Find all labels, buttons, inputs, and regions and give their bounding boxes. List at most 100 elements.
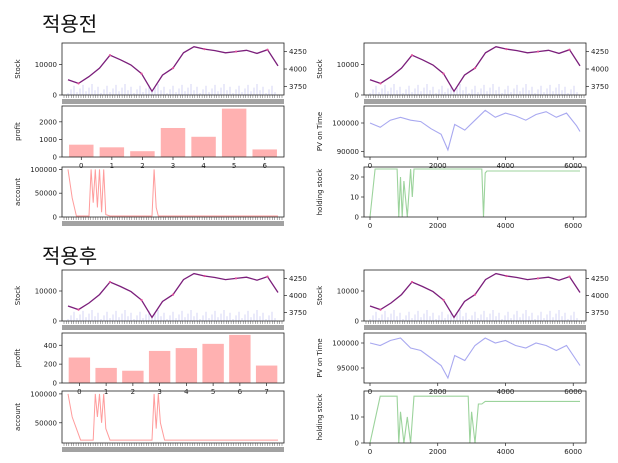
after-holding-xtick-label-1: 2000 [429,448,447,456]
after-profit-ytick-label-0: 0 [53,380,57,388]
after-account-dense-xtick-labels [62,447,284,452]
after-profit-xtick-label-5: 5 [211,388,215,396]
before-stock-left-y2tick-label-0: 3750 [289,83,307,91]
before-holding-ytick-label-1: 10 [350,194,359,202]
before-profit-bar-1 [99,147,125,157]
heading-after: 적용후 [42,244,98,268]
before-stock-right-y2tick-label-0: 3750 [591,83,609,91]
before-pv-xtick-label-2: 4000 [497,162,515,170]
after-holding-ytick-label-1: 10 [350,414,359,422]
before-profit-ylabel: profit [14,122,22,141]
after-stock-right-marker-13 [505,274,508,278]
after-stock-right-marker-19 [568,275,571,278]
before-profit-bar-5 [221,108,247,157]
before-account-ytick-label-1: 50000 [35,190,57,198]
before-stock-right-marker-7 [442,72,445,75]
before-stock-left-dense-xticks [63,95,283,98]
before-stock-right-marker-16 [536,50,540,53]
after-pv-axes-frame [363,332,587,384]
after-holding-line [369,395,580,444]
after-account-ytick-label-0: 50000 [35,419,57,427]
before-stock-left-y2tick-label-2: 4250 [289,48,307,56]
before-profit-xtick-label-6: 6 [262,162,267,170]
before-profit-ytick-label-1: 1000 [39,136,57,144]
after-stock-left-ytick-label-0: 0 [53,318,57,326]
after-account-ylabel: account [14,403,22,431]
before-account-dense-xtick-labels [62,221,284,226]
after-stock-left-marker-4 [108,280,112,284]
after-stock-right-ylabel: Stock [316,285,324,305]
after-holding-xtick-label-3: 6000 [564,448,582,456]
before-holding-xtick-label-3: 6000 [564,222,582,230]
after-profit-bar-6 [229,334,251,383]
after-pv-xtick-label-2: 4000 [497,388,515,396]
after-account-line [67,393,278,441]
before-pv-xtick-label-1: 2000 [429,162,447,170]
before-stock-right-marker-1 [379,82,382,85]
after-holding-xtick-label-0: 0 [368,448,372,456]
after-stock-right-marker-7 [442,298,445,302]
before-profit-bar-2 [130,151,155,157]
before-profit-xtick-label-0: 0 [79,162,83,170]
after-pv-xtick-label-0: 0 [368,388,372,396]
after-stock-left-marker-16 [234,277,238,280]
after-stock-right-marker-16 [536,277,540,280]
after-stock-left-dense-xtick-labels [62,325,284,330]
after-stock-left-marker-19 [266,275,269,278]
after-stock-right-ytick-label-0: 0 [355,318,359,326]
before-stock-right-dense-xticks [365,95,585,98]
before-holding-ytick-label-2: 20 [350,174,359,182]
after-profit-xtick-label-7: 7 [264,388,268,396]
after-stock-right-dense-xticks [365,321,585,324]
after-stock-left-marker-13 [203,274,206,278]
after-holding-ylabel: holding stock [316,393,324,441]
before-account-dense-xticks [63,217,283,220]
after-profit-xtick-label-0: 0 [77,388,81,396]
after-stock-right-ytick-label-1: 10000 [337,288,359,296]
after-stock-left-marker-1 [77,308,80,311]
before-stock-left-marker-10 [171,66,175,70]
after-stock-right-y2tick-label-2: 4250 [591,275,609,283]
after-stock-left-y2tick-label-0: 3750 [289,309,307,317]
before-profit-xtick-label-1: 1 [110,162,114,170]
before-stock-left-ytick-label-0: 0 [53,92,57,100]
before-holding-axes-frame [363,166,587,218]
after-pv-ytick-label-0: 95000 [337,365,359,373]
before-stock-left-y2tick-label-1: 4000 [289,66,307,74]
after-pv-xtick-label-3: 6000 [564,388,582,396]
before-profit-bar-4 [191,136,216,157]
after-profit-xtick-label-3: 3 [157,388,161,396]
before-profit-xtick-label-3: 3 [171,162,175,170]
after-pv-ylabel: PV on Time [316,338,324,377]
after-pv-ytick-label-1: 100000 [332,340,359,348]
before-profit-axes-frame [61,105,285,158]
before-profit-bar-6 [252,149,277,157]
after-profit-bar-4 [175,348,198,383]
after-profit-ytick-label-2: 400 [44,342,57,350]
before-pv-axes-frame [363,105,587,158]
after-pv-line [369,337,581,380]
before-holding-line [369,168,580,218]
after-account-dense-xticks [63,443,283,446]
before-account-ylabel: account [14,178,22,206]
before-stock-right-volume [369,84,578,95]
after-profit-bar-3 [148,350,171,383]
before-profit-xtick-label-5: 5 [232,162,236,170]
before-stock-left-volume [67,84,276,95]
before-stock-left-marker-1 [77,82,80,85]
before-stock-right-marker-13 [505,48,508,51]
before-stock-right-marker-4 [410,54,414,57]
before-pv-ylabel: PV on Time [316,112,324,151]
after-stock-right-marker-1 [379,308,382,311]
before-stock-left-marker-4 [108,54,112,57]
after-stock-left-marker-10 [171,293,175,296]
after-account-ytick-label-1: 100000 [30,390,57,398]
after-stock-right-marker-10 [473,293,477,296]
after-stock-left-y2tick-label-2: 4250 [289,275,307,283]
before-stock-left-ylabel: Stock [14,58,22,78]
after-stock-right-dense-xtick-labels [364,325,586,330]
after-stock-left-volume [67,310,276,321]
after-holding-xtick-label-2: 4000 [497,448,515,456]
after-profit-xtick-label-1: 1 [104,388,108,396]
